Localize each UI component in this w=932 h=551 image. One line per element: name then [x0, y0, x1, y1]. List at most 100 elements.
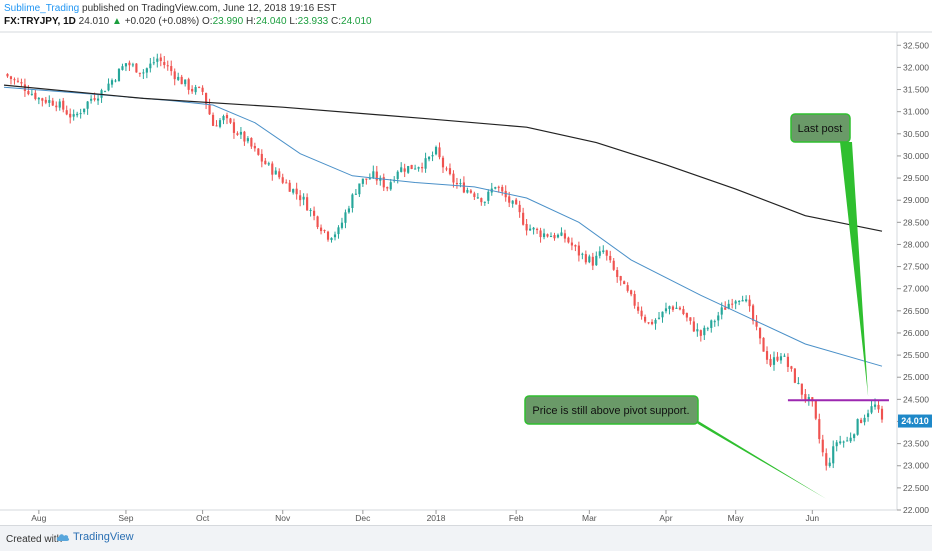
price-tick-label: 30.000 [903, 151, 929, 161]
chart-header: Sublime_Trading published on TradingView… [4, 2, 372, 28]
candle-body [323, 230, 326, 232]
price-chart[interactable]: 32.500 32.000 31.500 31.000 30.500 30.000 29.5… [0, 0, 932, 525]
open-label: O: [202, 16, 213, 27]
price-tick-label: 28.000 [903, 239, 929, 249]
tradingview-brand[interactable]: TradingView [56, 531, 134, 543]
footer-bar: Created with TradingView [0, 525, 932, 551]
candle-body [313, 210, 316, 216]
candle-body [832, 446, 835, 464]
candle-body [783, 355, 786, 357]
candle-body [856, 419, 859, 435]
candle-body [556, 234, 560, 238]
time-tick-label: Nov [275, 513, 291, 523]
candle-body [438, 147, 441, 158]
candle-body [724, 307, 727, 310]
pivot-note-pointer [690, 416, 827, 499]
candle-body [772, 357, 776, 365]
candle-body [424, 158, 427, 169]
candle-body [487, 191, 490, 201]
candle-body [159, 57, 162, 62]
last-price-text: 24.010 [901, 416, 929, 426]
candle-body [76, 113, 79, 116]
candle-body [591, 256, 594, 266]
candle-body [654, 319, 657, 324]
moving-average-200 [3, 84, 883, 232]
candle-body [765, 351, 769, 360]
candle-body [647, 322, 650, 324]
candle-body [27, 91, 30, 95]
price-tick-label: 26.500 [903, 306, 929, 316]
candle-body [696, 329, 699, 332]
price-tick-label: 27.500 [903, 262, 929, 272]
candle-body [198, 86, 201, 88]
candle-body [121, 66, 124, 70]
candle-body [267, 163, 270, 165]
candle-body [452, 173, 455, 183]
candle-body [354, 193, 357, 195]
candle-body [880, 408, 884, 420]
candle-body [640, 310, 643, 317]
candle-body [149, 63, 152, 69]
candle-body [602, 250, 605, 253]
candle-body [236, 133, 239, 135]
price-tick-label: 31.500 [903, 85, 929, 95]
candle-body [58, 101, 61, 108]
candle-body [657, 317, 661, 319]
candle-body [365, 178, 368, 180]
candle-body [156, 58, 159, 62]
candle-body [180, 76, 183, 85]
candle-body [668, 306, 671, 309]
candle-body [532, 227, 535, 230]
time-tick-label: Feb [509, 513, 524, 523]
candle-body [347, 208, 351, 213]
candle-body [643, 316, 647, 322]
candle-body [574, 245, 577, 247]
candle-body [542, 233, 546, 238]
last-post-callout[interactable] [790, 113, 851, 143]
candle-body [504, 190, 507, 198]
candle-body [250, 138, 253, 147]
candle-body [846, 440, 849, 442]
time-tick-label: Mar [582, 513, 597, 523]
candle-body [741, 300, 744, 302]
candle-body [699, 330, 702, 336]
high-value: 24.040 [255, 16, 287, 27]
candle-body [706, 328, 709, 330]
time-tick-label: Sep [118, 513, 133, 523]
candle-body [682, 309, 685, 315]
candle-body [535, 228, 539, 231]
candle-body [344, 212, 347, 223]
author-link[interactable]: Sublime_Trading [4, 3, 80, 14]
candle-body [619, 276, 622, 281]
candle-body [873, 404, 877, 407]
created-with-text: Created with [6, 534, 63, 545]
candle-body [306, 197, 309, 211]
candle-body [476, 197, 479, 199]
candle-body [55, 105, 58, 108]
price-tick-label: 26.000 [903, 328, 929, 338]
candle-body [103, 91, 107, 93]
candle-body [278, 171, 281, 178]
pivot-note-callout[interactable] [524, 395, 699, 425]
candle-body [633, 294, 636, 306]
candle-body [86, 101, 89, 109]
candle-body [386, 187, 389, 189]
candle-body [368, 178, 371, 180]
time-tick-label: Oct [196, 513, 210, 523]
candle-body [459, 183, 462, 185]
candle-body [842, 441, 845, 443]
tradingview-cloud-icon [56, 534, 70, 541]
candle-body [316, 216, 319, 228]
candle-body [90, 98, 93, 101]
symbol-label: FX:TRYJPY, 1D [4, 16, 76, 27]
candle-body [549, 236, 553, 238]
candle-body [135, 63, 138, 73]
candle-body [107, 83, 110, 91]
candle-body [501, 186, 504, 192]
candle-body [790, 366, 793, 369]
candle-body [326, 231, 330, 240]
candle-body [201, 87, 204, 92]
candle-body [839, 441, 842, 444]
candle-body [713, 321, 716, 323]
candle-body [755, 320, 758, 327]
